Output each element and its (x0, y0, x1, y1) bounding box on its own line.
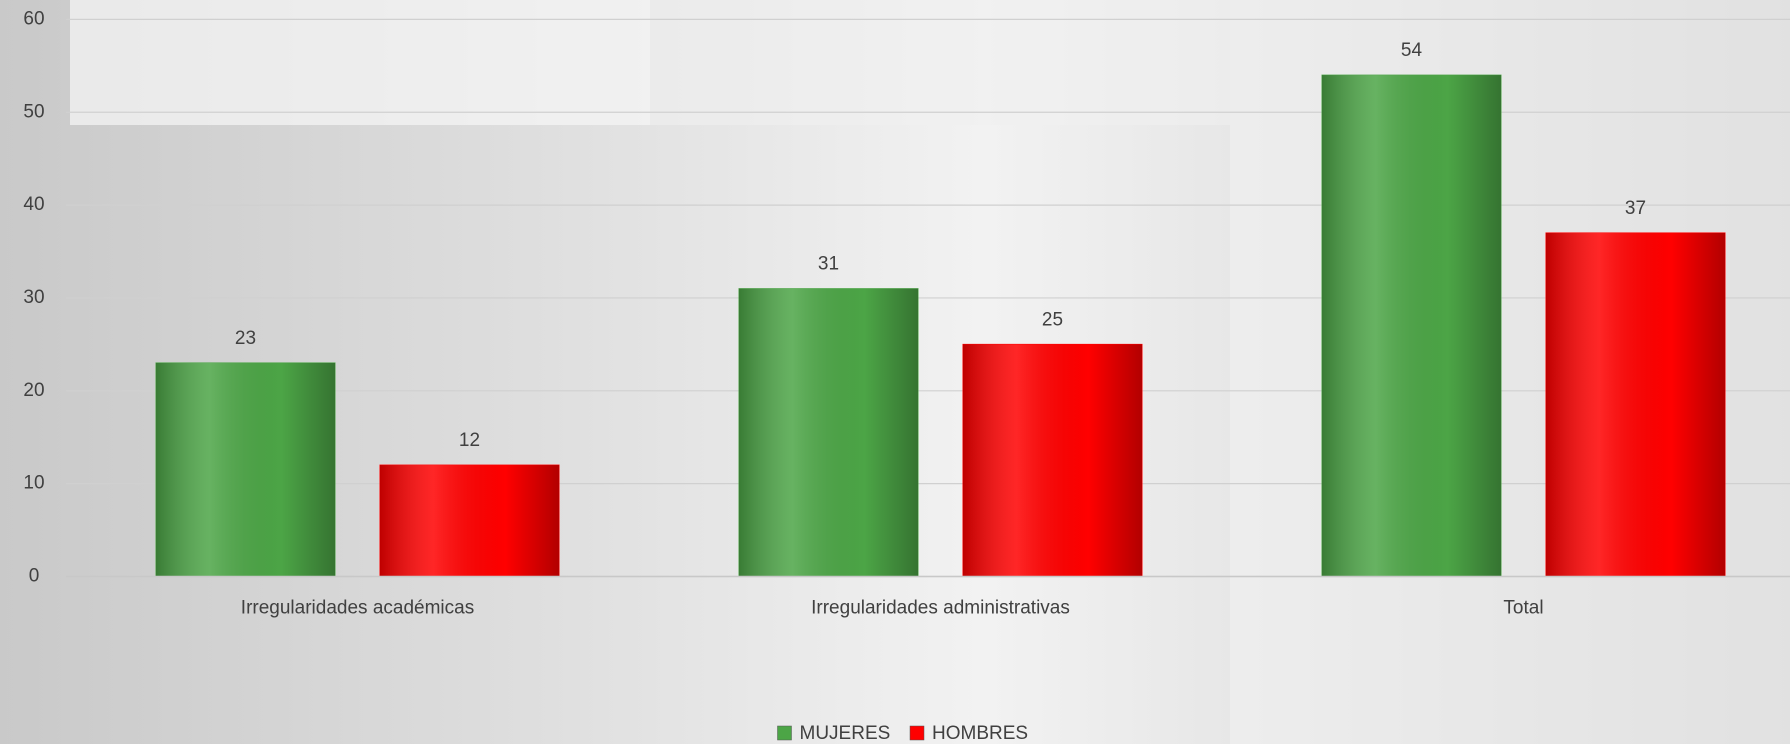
legend-label: MUJERES (800, 723, 891, 744)
background-panel (650, 0, 1230, 125)
y-tick-label: 10 (23, 473, 44, 494)
legend-label: HOMBRES (932, 723, 1028, 744)
bar (962, 343, 1143, 577)
x-tick-label: Total (1503, 598, 1543, 619)
legend-swatch (909, 725, 925, 741)
x-tick-label: Irregularidades académicas (241, 598, 474, 619)
data-label: 31 (818, 254, 839, 275)
bar (1321, 74, 1502, 578)
y-tick-label: 0 (29, 566, 40, 587)
bar (1545, 232, 1726, 578)
data-label: 23 (235, 328, 256, 349)
data-label: 12 (459, 430, 480, 451)
legend-swatch (777, 725, 792, 741)
data-label: 37 (1625, 198, 1646, 219)
bar (155, 362, 336, 577)
y-tick-label: 30 (23, 287, 44, 308)
bar (738, 288, 919, 577)
background-panel (70, 0, 650, 125)
y-tick-label: 50 (23, 101, 44, 122)
data-label: 54 (1401, 40, 1423, 61)
x-tick-label: Irregularidades administrativas (811, 598, 1070, 619)
y-tick-label: 60 (23, 8, 44, 29)
bar (379, 464, 560, 577)
data-label: 25 (1042, 309, 1063, 330)
y-tick-label: 40 (23, 194, 44, 215)
y-tick-label: 20 (23, 380, 44, 401)
